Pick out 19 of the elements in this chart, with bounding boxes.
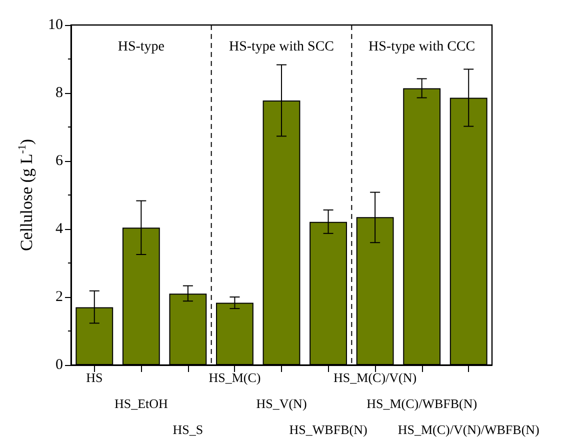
y-tick-label: 0	[56, 357, 63, 373]
x-tick-label: HS_M(C)	[208, 370, 261, 385]
y-axis-title: Cellulose (g L-1)	[16, 138, 36, 252]
annotation: HS-type with CCC	[368, 40, 476, 54]
x-tick-label: HS_EtOH	[114, 396, 168, 411]
y-tick-label: 8	[56, 85, 63, 101]
x-tick-label: HS_M(C)/WBFB(N)	[366, 396, 478, 411]
x-tick-label: HS_M(C)/V(N)	[334, 370, 417, 385]
y-tick-label: 2	[56, 289, 63, 305]
y-tick-label: 4	[56, 221, 64, 237]
x-tick-label: HS_WBFB(N)	[289, 422, 368, 437]
x-tick-label: HS	[86, 370, 103, 385]
y-tick-label: 6	[56, 153, 64, 169]
x-tick-label: HS_V(N)	[256, 396, 307, 411]
x-tick-label: HS_M(C)/V(N)/WBFB(N)	[398, 422, 540, 437]
x-tick-label: HS_S	[172, 422, 204, 437]
y-tick-label: 10	[48, 17, 63, 33]
annotation: HS-type with SCC	[228, 40, 334, 54]
annotation: HS-type	[118, 40, 165, 54]
